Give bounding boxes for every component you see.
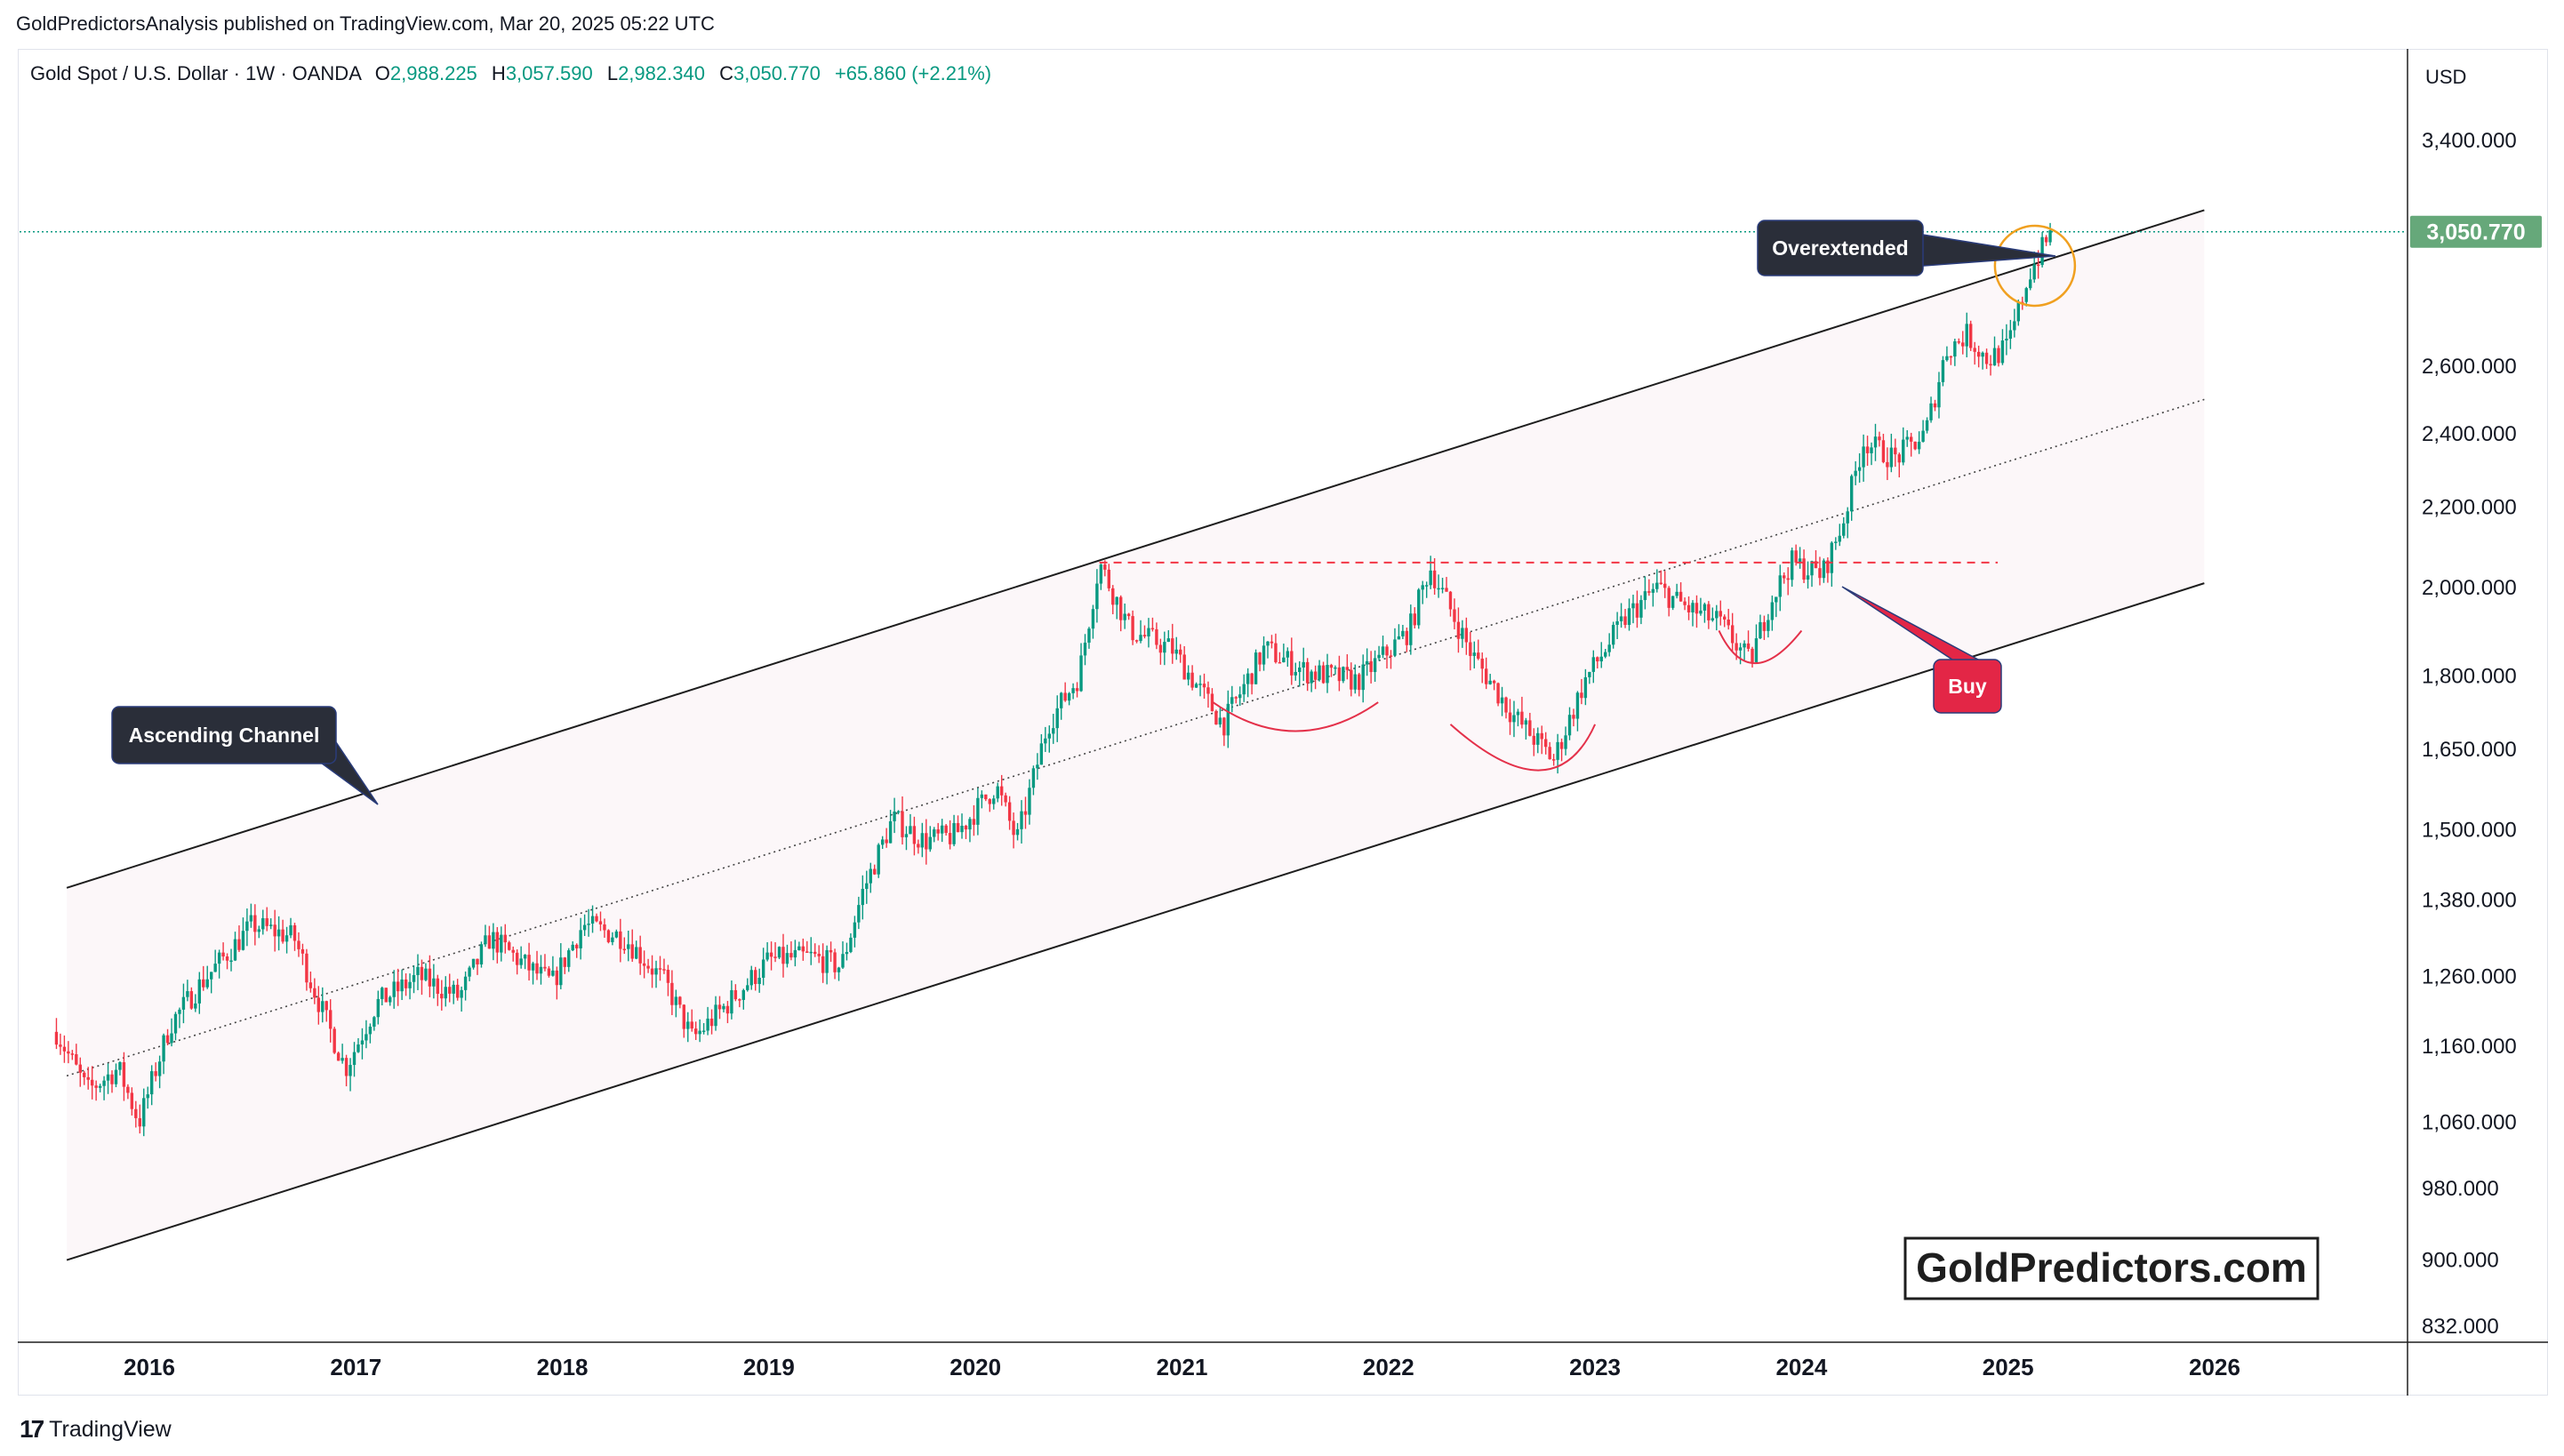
open-label: O bbox=[374, 62, 390, 84]
symbol-legend[interactable]: Gold Spot / U.S. Dollar · 1W · OANDA O2,… bbox=[30, 62, 991, 85]
close-label: C bbox=[719, 62, 733, 84]
change-value: +65.860 (+2.21%) bbox=[834, 62, 992, 84]
high-value: 3,057.590 bbox=[505, 62, 593, 84]
publisher-credit: GoldPredictorsAnalysis published on Trad… bbox=[16, 12, 715, 35]
high-label: H bbox=[491, 62, 506, 84]
currency-label[interactable]: USD bbox=[2425, 66, 2467, 88]
symbol-name[interactable]: Gold Spot / U.S. Dollar · 1W · OANDA bbox=[30, 62, 361, 84]
close-value: 3,050.770 bbox=[733, 62, 821, 84]
tradingview-icon: 17 bbox=[20, 1415, 44, 1443]
tradingview-logo[interactable]: 17 TradingView bbox=[20, 1415, 172, 1444]
low-value: 2,982.340 bbox=[618, 62, 705, 84]
tradingview-brand: TradingView bbox=[49, 1416, 172, 1442]
chart-pane[interactable] bbox=[18, 49, 2548, 1396]
open-value: 2,988.225 bbox=[389, 62, 477, 84]
low-label: L bbox=[606, 62, 619, 84]
